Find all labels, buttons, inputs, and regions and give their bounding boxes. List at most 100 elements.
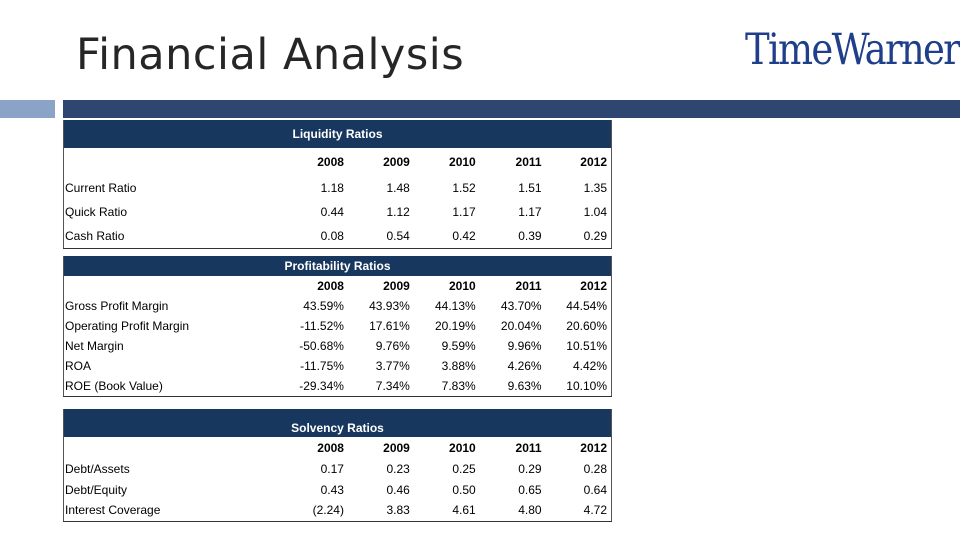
table-row: Cash Ratio 0.08 0.54 0.42 0.39 0.29 [64, 224, 612, 248]
cell-value: 1.35 [583, 181, 607, 195]
table-row: ROA -11.75% 3.77% 3.88% 4.26% 4.42% [64, 356, 612, 376]
cell-value: 4.61 [452, 503, 476, 518]
cell-value: 3.88% [441, 359, 476, 373]
table-row: Operating Profit Margin -11.52% 17.61% 2… [64, 316, 612, 336]
year-header: 2011 [515, 279, 542, 293]
year-header: 2011 [515, 155, 542, 169]
cell-value: 1.17 [452, 205, 476, 219]
cell-value: 3.77% [375, 359, 410, 373]
cell-value: -11.75% [300, 359, 344, 373]
cell-value: 4.72 [583, 503, 607, 518]
cell-value: 43.70% [500, 299, 542, 313]
solvency-year-row: 2008 2009 2010 2011 2012 [64, 437, 612, 459]
year-header: 2012 [580, 279, 607, 293]
solvency-ratios-title: Solvency Ratios [63, 409, 612, 437]
cell-value: 1.12 [386, 205, 410, 219]
table-row: Debt/Assets 0.17 0.23 0.25 0.29 0.28 [64, 459, 612, 479]
liquidity-ratios-table: Liquidity Ratios 2008 2009 2010 2011 201… [63, 120, 612, 249]
cell-value: 0.65 [518, 482, 542, 497]
cell-value: 0.42 [452, 228, 476, 243]
liquidity-year-row: 2008 2009 2010 2011 2012 [64, 148, 612, 176]
cell-value: 0.17 [320, 462, 344, 476]
cell-value: (2.24) [312, 503, 344, 518]
row-label: Debt/Equity [65, 482, 128, 497]
table-row: Quick Ratio 0.44 1.12 1.17 1.17 1.04 [64, 200, 612, 224]
cell-value: 0.39 [518, 228, 542, 243]
year-header: 2012 [580, 441, 607, 455]
year-header: 2011 [515, 441, 542, 455]
cell-value: 17.61% [369, 319, 410, 333]
row-label: Interest Coverage [65, 503, 161, 518]
cell-value: 10.51% [566, 339, 607, 353]
table-row: ROE (Book Value) -29.34% 7.34% 7.83% 9.6… [64, 376, 612, 396]
cell-value: 20.19% [435, 319, 476, 333]
cell-value: 0.50 [452, 482, 476, 497]
cell-value: 9.63% [507, 378, 542, 393]
cell-value: 9.59% [441, 339, 476, 353]
year-header: 2009 [383, 279, 410, 293]
liquidity-ratios-title: Liquidity Ratios [63, 120, 612, 148]
cell-value: 4.42% [572, 359, 607, 373]
cell-value: 20.04% [500, 319, 542, 333]
cell-value: 9.96% [507, 339, 542, 353]
row-label: Current Ratio [65, 181, 137, 195]
cell-value: 1.04 [583, 205, 607, 219]
row-label: Debt/Assets [65, 462, 130, 476]
cell-value: 9.76% [375, 339, 410, 353]
cell-value: 0.44 [320, 205, 344, 219]
cell-value: 43.59% [303, 299, 344, 313]
profitability-ratios-table: Profitability Ratios 2008 2009 2010 2011… [63, 256, 612, 397]
table-row: Gross Profit Margin 43.59% 43.93% 44.13%… [64, 296, 612, 316]
cell-value: 7.34% [375, 378, 410, 393]
table-row: Debt/Equity 0.43 0.46 0.50 0.65 0.64 [64, 479, 612, 500]
cell-value: 0.64 [583, 482, 607, 497]
row-label: ROA [65, 359, 92, 373]
year-header-blank [64, 148, 283, 176]
row-label: Operating Profit Margin [65, 319, 190, 333]
cell-value: 7.83% [441, 378, 476, 393]
cell-value: 0.43 [320, 482, 344, 497]
row-label: Net Margin [65, 339, 124, 353]
year-header: 2010 [449, 155, 476, 169]
year-header: 2009 [383, 441, 410, 455]
cell-value: 20.60% [566, 319, 607, 333]
accent-bar-small [0, 100, 55, 118]
cell-value: -50.68% [299, 339, 344, 353]
cell-value: 43.93% [369, 299, 410, 313]
table-row: Net Margin -50.68% 9.76% 9.59% 9.96% 10.… [64, 336, 612, 356]
time-warner-logo: TimeWarner [745, 25, 960, 75]
year-header: 2009 [383, 155, 410, 169]
cell-value: 0.25 [452, 462, 476, 476]
cell-value: 10.10% [566, 378, 607, 393]
cell-value: 0.28 [583, 462, 607, 476]
cell-value: 0.23 [386, 462, 410, 476]
table-row: Current Ratio 1.18 1.48 1.52 1.51 1.35 [64, 176, 612, 200]
cell-value: 0.54 [386, 228, 410, 243]
cell-value: 1.48 [386, 181, 410, 195]
year-header-blank [64, 437, 283, 459]
cell-value: 3.83 [386, 503, 410, 518]
cell-value: 1.51 [518, 181, 542, 195]
year-header-blank [64, 276, 283, 296]
slide-title: Financial Analysis [76, 30, 465, 80]
year-header: 2008 [317, 155, 344, 169]
cell-value: -29.34% [299, 378, 344, 393]
cell-value: 1.17 [518, 205, 542, 219]
row-label: Gross Profit Margin [65, 299, 169, 313]
solvency-ratios-table: Solvency Ratios 2008 2009 2010 2011 2012… [63, 409, 612, 522]
profitability-ratios-title: Profitability Ratios [63, 256, 612, 276]
year-header: 2010 [449, 279, 476, 293]
cell-value: 4.80 [518, 503, 542, 518]
cell-value: 1.18 [320, 181, 344, 195]
accent-bar-main [63, 100, 960, 118]
table-row: Interest Coverage (2.24) 3.83 4.61 4.80 … [64, 500, 612, 521]
year-header: 2008 [317, 279, 344, 293]
cell-value: 44.13% [435, 299, 476, 313]
cell-value: 0.29 [518, 462, 542, 476]
profitability-year-row: 2008 2009 2010 2011 2012 [64, 276, 612, 296]
cell-value: 4.26% [507, 359, 542, 373]
cell-value: 44.54% [566, 299, 607, 313]
cell-value: 0.29 [583, 228, 607, 243]
year-header: 2008 [317, 441, 344, 455]
row-label: Cash Ratio [65, 228, 125, 243]
